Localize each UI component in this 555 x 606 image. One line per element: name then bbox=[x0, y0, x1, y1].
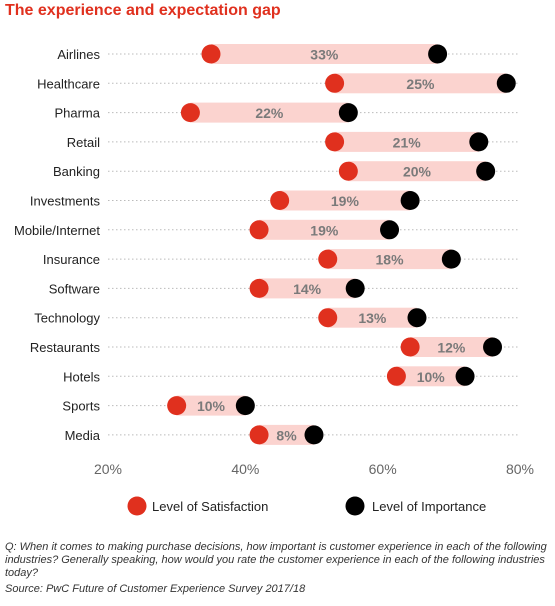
gap-bar bbox=[334, 131, 479, 152]
category-label: Airlines bbox=[57, 47, 100, 62]
importance-dot bbox=[304, 425, 324, 445]
legend-satisfaction-marker bbox=[127, 496, 147, 516]
source-note: Source: PwC Future of Customer Experienc… bbox=[5, 583, 306, 595]
category-label: Insurance bbox=[43, 252, 100, 267]
satisfaction-dot bbox=[249, 425, 269, 445]
gap-bar bbox=[259, 278, 356, 299]
gap-value-label: 10% bbox=[417, 369, 446, 385]
gap-bar bbox=[334, 73, 507, 94]
gap-bar bbox=[259, 424, 314, 445]
importance-dot bbox=[407, 308, 427, 328]
gap-bar bbox=[176, 395, 246, 416]
importance-dot bbox=[476, 161, 496, 181]
importance-dot bbox=[338, 103, 358, 123]
importance-dot bbox=[441, 249, 461, 269]
category-label: Pharma bbox=[54, 106, 100, 121]
importance-dot bbox=[345, 278, 365, 298]
satisfaction-dot bbox=[400, 337, 420, 357]
satisfaction-dot bbox=[180, 103, 200, 123]
importance-dot bbox=[235, 396, 255, 416]
gap-bar bbox=[327, 249, 452, 270]
importance-dot bbox=[380, 220, 400, 240]
category-label: Investments bbox=[30, 194, 101, 209]
gap-bars bbox=[176, 44, 507, 445]
satisfaction-dot bbox=[201, 44, 221, 64]
category-label: Hotels bbox=[63, 369, 100, 384]
legend-importance-marker bbox=[345, 496, 365, 516]
category-label: Restaurants bbox=[30, 340, 101, 355]
importance-dot bbox=[496, 73, 516, 93]
gap-value-label: 21% bbox=[393, 134, 422, 150]
satisfaction-dot bbox=[318, 308, 338, 328]
category-label: Technology bbox=[34, 311, 100, 326]
gap-bar bbox=[327, 307, 417, 328]
category-label: Healthcare bbox=[37, 76, 100, 91]
gap-value-label: 12% bbox=[437, 340, 466, 356]
gap-value-label: 20% bbox=[403, 164, 432, 180]
category-label: Retail bbox=[67, 135, 100, 150]
satisfaction-dot bbox=[325, 73, 345, 93]
legend-satisfaction-label: Level of Satisfaction bbox=[152, 499, 268, 514]
gap-bar bbox=[190, 102, 349, 123]
satisfaction-dot bbox=[386, 366, 406, 386]
gap-value-label: 33% bbox=[310, 47, 339, 63]
satisfaction-dot bbox=[325, 132, 345, 152]
gap-value-label: 19% bbox=[331, 193, 360, 209]
x-tick-label: 80% bbox=[506, 461, 534, 477]
x-axis: 20% 40% 60% 80% bbox=[94, 461, 534, 477]
gap-value-label: 10% bbox=[197, 398, 226, 414]
x-tick-label: 60% bbox=[369, 461, 397, 477]
x-tick-label: 20% bbox=[94, 461, 122, 477]
category-label: Sports bbox=[62, 399, 100, 414]
survey-question: Q: When it comes to making purchase deci… bbox=[5, 541, 547, 579]
gap-value-label: 13% bbox=[358, 310, 387, 326]
gap-value-label: 22% bbox=[255, 105, 284, 121]
satisfaction-dot bbox=[270, 191, 290, 210]
satisfaction-dot bbox=[338, 161, 358, 181]
satisfaction-dot bbox=[318, 249, 338, 269]
grid-lines bbox=[108, 53, 520, 436]
gap-bar bbox=[348, 161, 486, 182]
category-label: Mobile/Internet bbox=[14, 223, 100, 238]
category-label: Software bbox=[49, 281, 100, 296]
gap-bar bbox=[211, 44, 438, 64]
category-label: Media bbox=[65, 428, 101, 443]
chart-title: The experience and expectation gap bbox=[5, 2, 281, 19]
legend: Level of Satisfaction Level of Importance bbox=[127, 496, 486, 516]
importance-dot bbox=[455, 366, 475, 386]
importance-dot bbox=[469, 132, 489, 152]
category-label: Banking bbox=[53, 164, 100, 179]
importance-dot bbox=[428, 44, 448, 64]
gap-value-label: 18% bbox=[376, 252, 405, 268]
gap-value-label: 25% bbox=[406, 76, 435, 92]
satisfaction-dot bbox=[167, 396, 187, 416]
dumbbell-chart: Airlines 33% Healthcare 25% Pharma 22% Retail 2… bbox=[14, 44, 534, 516]
gap-value-label: 14% bbox=[293, 281, 322, 297]
legend-importance-label: Level of Importance bbox=[372, 499, 486, 514]
gap-value-label: 19% bbox=[310, 222, 339, 238]
x-tick-label: 40% bbox=[231, 461, 259, 477]
satisfaction-dot bbox=[249, 278, 269, 298]
gap-value-label: 8% bbox=[276, 427, 297, 443]
importance-dot bbox=[400, 191, 420, 210]
gap-bar bbox=[396, 366, 466, 387]
gap-bar bbox=[279, 190, 411, 211]
gap-bar bbox=[410, 337, 493, 357]
satisfaction-dot bbox=[249, 220, 269, 240]
data-dots bbox=[167, 44, 516, 445]
labels: Airlines 33% Healthcare 25% Pharma 22% Retail 2… bbox=[14, 47, 466, 444]
gap-bar bbox=[259, 219, 390, 240]
importance-dot bbox=[483, 337, 503, 357]
